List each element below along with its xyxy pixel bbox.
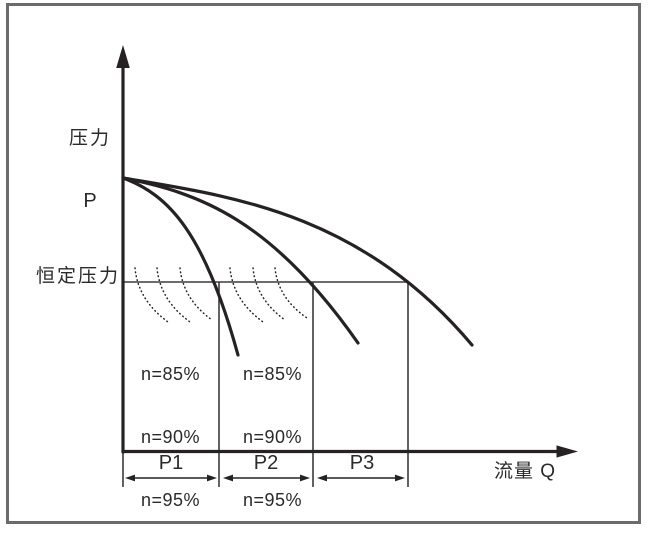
dimension-arrowhead-left-icon <box>317 474 327 482</box>
efficiency-label: n=90% <box>243 427 303 447</box>
efficiency-label: n=95% <box>243 490 303 510</box>
y-axis-title-text: 压力 <box>68 128 111 149</box>
segment-label-p3: P3 <box>349 452 375 474</box>
efficiency-labels-right: n=85% n=90% n=95% <box>243 322 302 534</box>
dimension-arrowhead-right-icon <box>395 474 405 482</box>
efficiency-label: n=85% <box>141 364 201 384</box>
efficiency-labels-left: n=85% n=90% n=95% <box>141 322 200 534</box>
efficiency-label: n=90% <box>141 427 201 447</box>
y-axis-arrowhead-icon <box>116 45 130 68</box>
y-axis-title: 压力 P <box>58 86 122 254</box>
efficiency-arc <box>134 267 169 323</box>
y-axis-symbol: P <box>83 190 97 212</box>
segment-label-p2: P2 <box>253 452 279 474</box>
dimension-arrowhead-left-icon <box>125 474 135 482</box>
figure-border <box>6 3 641 524</box>
dimension-arrowhead-left-icon <box>223 474 233 482</box>
efficiency-label: n=85% <box>243 364 303 384</box>
efficiency-arc <box>156 267 191 323</box>
pump-curve <box>121 176 360 345</box>
efficiency-arc <box>229 267 264 323</box>
efficiency-arc <box>252 267 286 321</box>
efficiency-arc <box>274 267 308 319</box>
x-axis-arrowhead-icon <box>556 445 578 458</box>
dimension-arrowhead-right-icon <box>300 474 310 482</box>
efficiency-arc <box>179 267 213 321</box>
pump-curve <box>121 176 474 347</box>
segment-label-p1: P1 <box>158 452 184 474</box>
x-axis-title: 流量 Q <box>493 461 557 482</box>
pump-curve <box>121 176 240 357</box>
dimension-arrowhead-right-icon <box>207 474 217 482</box>
constant-pressure-label: 恒定压力 <box>35 266 120 287</box>
efficiency-label: n=95% <box>141 490 201 510</box>
